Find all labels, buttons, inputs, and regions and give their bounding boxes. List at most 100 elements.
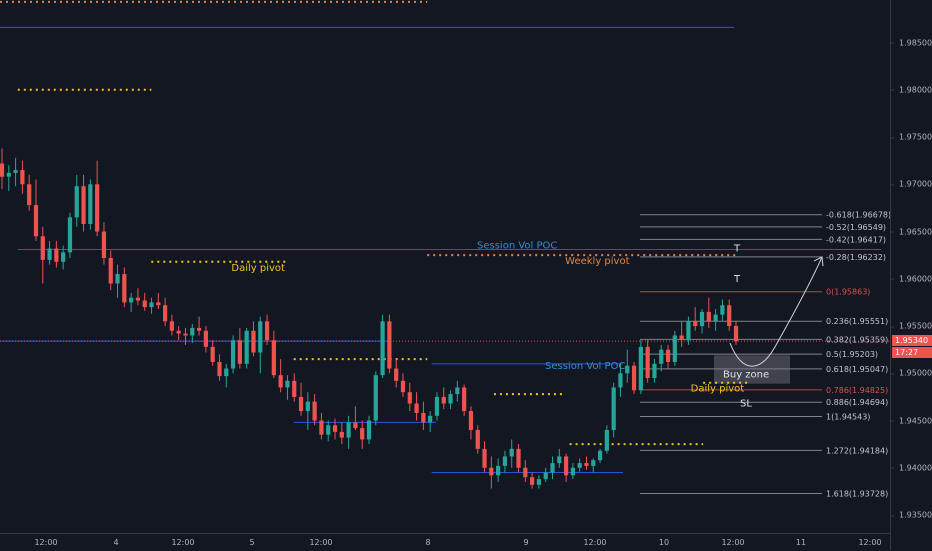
- candle-body: [441, 396, 446, 404]
- candle-body: [414, 403, 419, 413]
- candle-body: [373, 375, 378, 421]
- candle-body: [482, 448, 487, 468]
- candle-body: [0, 163, 5, 177]
- fib-level-label: 1(1.94543): [826, 412, 870, 421]
- price-axis[interactable]: 1.98500 1.98000 1.97500 1.97000 1.96500 1.960…: [890, 0, 932, 550]
- candle-body: [339, 431, 344, 438]
- candle-body: [196, 327, 202, 331]
- buy-zone-box: [714, 355, 790, 384]
- candle-body: [353, 422, 358, 429]
- candle-body: [638, 346, 643, 391]
- candle-body: [319, 420, 324, 435]
- candle-body: [563, 456, 569, 476]
- fib-level-label: -0.42(1.96417): [826, 235, 886, 244]
- candle-body: [305, 401, 310, 412]
- candle-body: [332, 425, 338, 432]
- candle-body: [713, 314, 718, 322]
- candle-body: [169, 321, 175, 331]
- fib-level-label: -0.52(1.96549): [826, 223, 886, 232]
- candle-body: [74, 186, 79, 218]
- candle-body: [244, 330, 249, 364]
- candle-body: [27, 184, 32, 206]
- candle-body: [183, 333, 188, 336]
- time-axis[interactable]: 12:00 4 12:00 5 12:00 8 9 12:00 10 12:00 11 12:00: [0, 533, 890, 551]
- price-tick-label: 1.95000: [890, 368, 932, 378]
- candle-body: [570, 467, 575, 476]
- candle-body: [523, 467, 528, 478]
- candle-body: [230, 340, 236, 369]
- price-chart[interactable]: -0.618(1.96678) -0.52(1.96549) -0.42(1.964…: [0, 0, 890, 533]
- candle-body: [509, 448, 514, 457]
- fib-level-label: 1.618(1.93728): [826, 489, 888, 498]
- candle-body: [421, 412, 426, 423]
- candle-body: [468, 411, 474, 430]
- candle-body: [264, 321, 270, 341]
- time-tick-label: 12:00: [171, 538, 195, 547]
- price-tick-label: 1.94000: [890, 463, 932, 473]
- candle-body: [20, 170, 25, 185]
- candle-body: [434, 396, 440, 416]
- price-tick-label: 1.97000: [890, 179, 932, 189]
- candle-body: [645, 346, 650, 379]
- candle-body: [285, 380, 290, 388]
- candle-body: [292, 380, 297, 397]
- candle-body: [597, 450, 603, 461]
- candle-body: [625, 365, 630, 374]
- candle-body: [47, 248, 52, 260]
- candle-body: [258, 321, 263, 353]
- candle-body: [142, 300, 147, 308]
- candle-body: [360, 428, 365, 440]
- fib-level-label: 0.786(1.94825): [826, 386, 888, 395]
- candle-body: [135, 297, 141, 301]
- candle-body: [475, 429, 480, 449]
- time-tick-label: 12:00: [721, 538, 745, 547]
- candle-body: [720, 305, 725, 315]
- candle-body: [394, 368, 399, 381]
- candle-body: [101, 231, 107, 258]
- candle-body: [203, 330, 208, 347]
- fib-level-label: -0.28(1.96232): [826, 253, 886, 262]
- candle-body: [122, 274, 127, 303]
- candle-body: [115, 274, 120, 284]
- candle-body: [550, 463, 555, 473]
- candle-body: [346, 422, 351, 438]
- projected-path: [729, 256, 823, 367]
- candle-body: [679, 335, 684, 341]
- candle-body: [190, 327, 195, 336]
- candle-body: [129, 297, 134, 303]
- target-label: T: [733, 244, 741, 255]
- time-tick-label: 9: [523, 538, 529, 547]
- candle-body: [81, 186, 86, 224]
- candle-body: [54, 248, 59, 262]
- candle-body: [706, 311, 711, 322]
- pivot-label: Daily pivot: [231, 263, 285, 274]
- candle-body: [108, 257, 113, 284]
- fib-level-label: 0.618(1.95047): [826, 365, 888, 374]
- candle-body: [407, 392, 412, 404]
- time-tick-label: 8: [425, 538, 431, 547]
- price-tick-label: 1.98000: [890, 85, 932, 95]
- candle-body: [95, 184, 100, 232]
- fib-level-label: 1.272(1.94184): [826, 446, 888, 455]
- poc-label: Session Vol POC: [477, 240, 557, 251]
- candle-body: [618, 373, 623, 388]
- candle-body: [489, 467, 494, 476]
- candle-body: [557, 456, 562, 464]
- fib-level-label: 0.886(1.94694): [826, 398, 888, 407]
- candle-body: [33, 205, 39, 237]
- countdown-tag: 17:27: [892, 347, 932, 359]
- candle-body: [6, 172, 11, 177]
- price-tick-label: 1.95500: [890, 321, 932, 331]
- candle-body: [278, 375, 283, 388]
- candle-body: [224, 368, 229, 377]
- candle-body: [611, 387, 616, 430]
- price-tick-label: 1.98500: [890, 38, 932, 48]
- fib-level-label: 0.236(1.95551): [826, 317, 888, 326]
- candle-body: [428, 415, 433, 423]
- candle-body: [604, 429, 609, 451]
- candle-body: [61, 252, 66, 262]
- candle-body: [312, 401, 317, 421]
- fib-level-label: -0.618(1.96678): [826, 211, 890, 220]
- pivot-label: Weekly pivot: [565, 256, 629, 267]
- fib-level-label: 0(1.95863): [826, 288, 870, 297]
